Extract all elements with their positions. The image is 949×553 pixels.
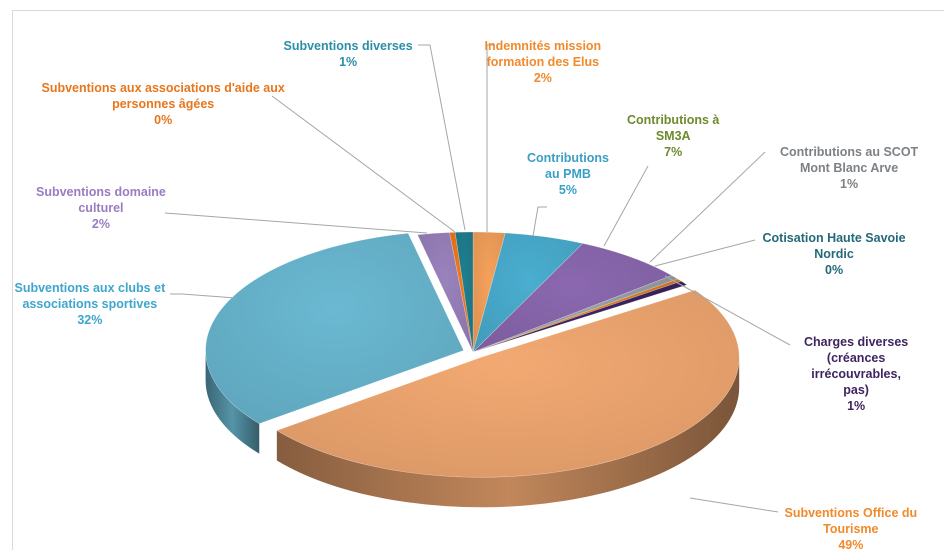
slice-label-0: Indemnités mission formation des Elus 2%: [485, 38, 602, 86]
slice-label-text: Cotisation Haute Savoie: [762, 231, 906, 245]
slice-label-10: Subventions diverses 1%: [284, 38, 413, 70]
slice-label-8: Subventions domaine culturel 2%: [36, 184, 166, 232]
slice-label-text: Contributions au SCOT: [780, 145, 919, 159]
slice-label-text: au PMB: [545, 167, 591, 181]
slice-label-text: Contributions à: [627, 113, 720, 127]
slice-label-2: Contributions à SM3A 7%: [627, 112, 719, 160]
slice-label-text: formation des Elus: [486, 55, 600, 69]
slice-label-text: Subventions domaine: [36, 185, 166, 199]
slice-label-text: Charges diverses: [804, 335, 909, 349]
leader-line-3: [649, 151, 766, 263]
slice-label-6: Subventions Office du Tourisme 49%: [785, 505, 918, 553]
pie-slice-3: [472, 275, 679, 353]
slice-label-text: associations sportives: [22, 297, 158, 311]
pie-slice-6: [276, 289, 740, 478]
slice-label-text: pas): [843, 383, 869, 397]
pie-sides: [205, 350, 740, 508]
slice-label-1: Contributions au PMB 5%: [527, 150, 609, 198]
leader-line-7: [170, 293, 237, 299]
pie-side-6: [276, 357, 740, 508]
slice-percent: 49%: [838, 538, 864, 552]
leader-line-0: [486, 44, 495, 232]
slice-label-text: Subventions diverses: [283, 39, 413, 53]
slice-percent: 7%: [664, 145, 683, 159]
pie-slice-8: [417, 232, 474, 353]
pie-slice-0: [472, 231, 506, 353]
pie-slice-2: [472, 243, 673, 353]
pie-slice-1: [472, 232, 584, 353]
slice-label-text: (créances: [826, 351, 886, 365]
leader-line-5: [664, 275, 791, 346]
slice-label-5: Charges diverses (créances irrécouvrables,…: [804, 334, 908, 414]
pie-slice-10: [454, 231, 474, 353]
slice-percent: 1%: [339, 55, 358, 69]
leader-line-6: [689, 497, 779, 513]
slice-label-text: Subventions aux associations d'aide aux: [41, 81, 285, 95]
leader-line-8: [164, 212, 428, 234]
slice-percent: 2%: [91, 217, 110, 231]
slice-label-text: Subventions aux clubs et: [14, 281, 166, 295]
slice-label-text: Contributions: [527, 151, 609, 165]
slice-label-text: Subventions Office du: [784, 506, 918, 520]
slice-label-3: Contributions au SCOT Mont Blanc Arve 1%: [780, 144, 918, 192]
slice-label-text: culturel: [78, 201, 124, 215]
slice-label-text: irrécouvrables,: [811, 367, 901, 381]
slice-label-text: Indemnités mission: [484, 39, 602, 53]
slice-label-9: Subventions aux associations d'aide aux p…: [42, 80, 285, 128]
chart-frame: [12, 10, 944, 550]
slice-label-text: personnes âgées: [112, 97, 215, 111]
leader-line-10: [418, 44, 466, 231]
slice-percent: 1%: [840, 177, 859, 191]
pie-side-7: [205, 350, 260, 454]
pie-slice-7: [205, 232, 465, 424]
pie-slice-4: [472, 278, 682, 353]
slice-label-text: Tourisme: [823, 522, 879, 536]
leader-line-4: [654, 239, 756, 267]
slice-label-text: Nordic: [814, 247, 854, 261]
slice-percent: 32%: [77, 313, 103, 327]
slice-label-4: Cotisation Haute Savoie Nordic 0%: [763, 230, 906, 278]
slice-percent: 1%: [847, 399, 866, 413]
slice-percent: 5%: [558, 183, 577, 197]
slice-label-text: SM3A: [655, 129, 691, 143]
slice-percent: 0%: [825, 263, 844, 277]
slice-label-text: Mont Blanc Arve: [800, 161, 899, 175]
slice-percent: 0%: [154, 113, 173, 127]
pie-tops: [205, 231, 740, 478]
pie-slice-5: [472, 280, 688, 353]
pie-slice-9: [449, 231, 474, 353]
slice-label-7: Subventions aux clubs et associations spo…: [15, 280, 166, 328]
leader-line-9: [271, 95, 456, 233]
slice-percent: 2%: [533, 71, 552, 85]
leader-lines: [164, 44, 791, 513]
leader-line-1: [532, 206, 547, 237]
leader-line-2: [603, 165, 649, 247]
